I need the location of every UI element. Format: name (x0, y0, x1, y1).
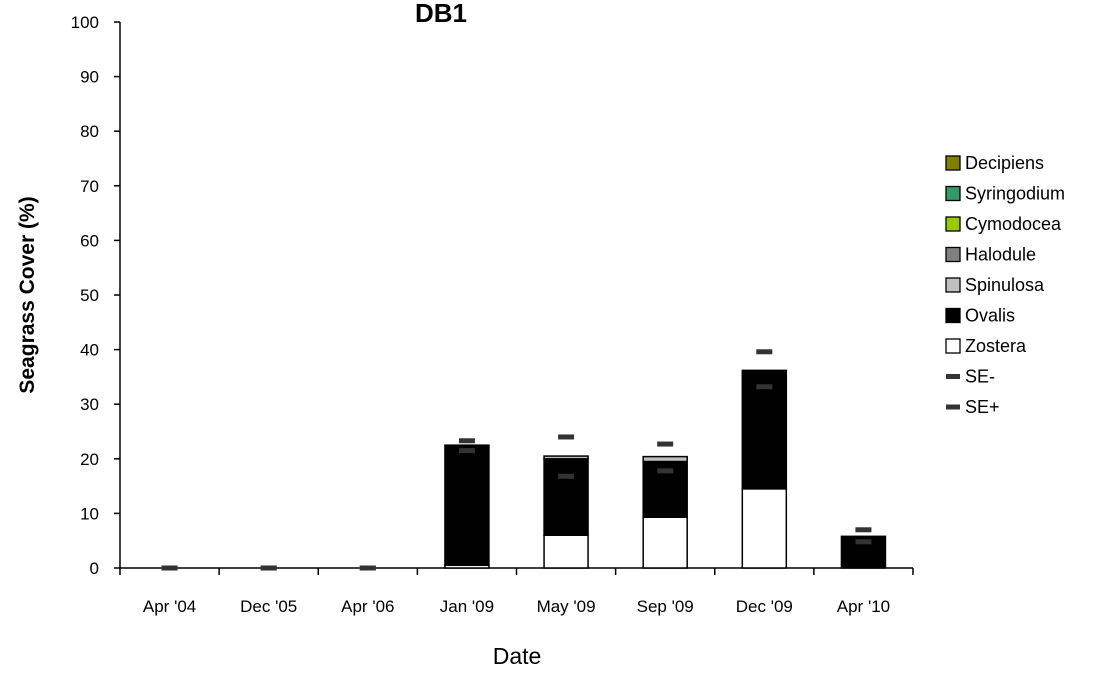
x-tick-label: Jan '09 (440, 597, 494, 616)
y-tick-label: 10 (80, 504, 99, 523)
chart-title: DB1 (415, 0, 467, 28)
y-tick-label: 30 (80, 395, 99, 414)
legend-swatch-halodule (945, 246, 961, 263)
error-marker-se-plus (558, 434, 575, 440)
legend-label-decipiens: Decipiens (965, 153, 1044, 173)
legend-label-halodule: Halodule (965, 245, 1036, 265)
bar-segment-ovalis (444, 444, 490, 567)
error-marker-se-minus (657, 468, 674, 474)
legend-swatch-zostera (945, 338, 961, 354)
error-marker-se-plus (756, 349, 773, 355)
y-tick-label: 0 (90, 559, 99, 578)
error-marker-se-minus (756, 384, 773, 390)
legend-label-syringodium: Syringodium (965, 184, 1065, 204)
y-axis-label: Seagrass Cover (%) (16, 196, 39, 393)
plot-area: 0 10 20 30 40 50 60 70 80 90 100 Apr '04 Dec '05 Apr … (71, 13, 914, 616)
legend-swatch-cymodocea (945, 216, 961, 232)
error-marker-se-plus (260, 565, 277, 571)
legend-label-se-minus: SE- (965, 367, 995, 387)
error-marker-se-plus (657, 441, 674, 447)
error-marker-se-minus (458, 448, 475, 454)
legend-label-zostera: Zostera (965, 336, 1027, 356)
y-tick-label: 70 (80, 177, 99, 196)
bar-segment-zostera (741, 488, 788, 569)
legend-swatch-syringodium (945, 185, 961, 202)
bar-segment-zostera (642, 516, 688, 569)
x-tick-label: May '09 (537, 597, 596, 616)
legend-label-cymodocea: Cymodocea (965, 214, 1062, 234)
error-marker-se-minus (558, 473, 575, 479)
error-marker-se-minus (855, 539, 872, 545)
y-tick-label: 100 (71, 13, 99, 32)
y-tick-label: 80 (80, 122, 99, 141)
y-tick-label: 90 (80, 68, 99, 87)
error-marker-se-plus (855, 527, 872, 533)
legend-label-se-plus: SE+ (965, 397, 1000, 417)
x-tick-label: Apr '10 (837, 597, 890, 616)
legend-swatch-ovalis (945, 307, 961, 324)
legend-label-spinulosa: Spinulosa (965, 275, 1045, 295)
bar-segment-ovalis (543, 458, 589, 536)
x-tick-label: Sep '09 (637, 597, 694, 616)
legend-swatch-spinulosa (945, 277, 961, 293)
y-tick-label: 50 (80, 286, 99, 305)
y-tick-label: 40 (80, 341, 99, 360)
y-tick-label: 60 (80, 231, 99, 250)
error-marker-se-plus (161, 565, 178, 571)
x-tick-label: Dec '05 (240, 597, 297, 616)
x-tick-label: Apr '06 (341, 597, 394, 616)
x-tick-label: Dec '09 (736, 597, 793, 616)
legend-swatch-se-plus (946, 404, 960, 410)
legend-label-ovalis: Ovalis (965, 306, 1015, 326)
bar-segment-zostera (543, 534, 589, 569)
y-tick-label: 20 (80, 450, 99, 469)
x-tick-label: Apr '04 (143, 597, 196, 616)
legend-swatch-decipiens (945, 155, 961, 171)
error-marker-se-plus (359, 565, 376, 571)
legend: Decipiens Syringodium Cymodocea Halodule Spi… (945, 153, 1065, 417)
bar-segment-spinulosa (642, 455, 688, 463)
bar-segment-spinulosa (543, 455, 589, 460)
bar-segment-ovalis (741, 369, 788, 490)
x-axis-label: Date (493, 643, 542, 669)
error-marker-se-plus (458, 438, 475, 444)
legend-swatch-se-minus (946, 374, 960, 379)
